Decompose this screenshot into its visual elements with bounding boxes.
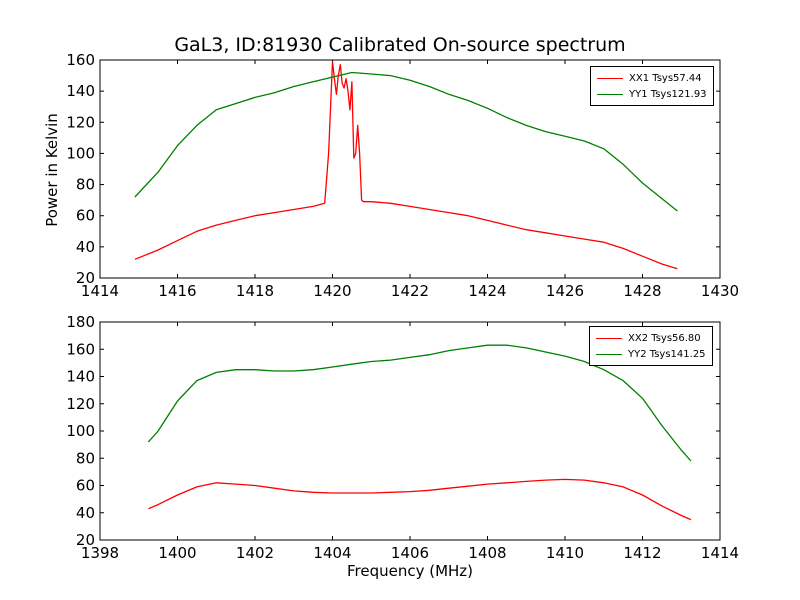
legend-entry-xx2: XX2 Tsys56.80 xyxy=(596,330,706,346)
legend-entry-yy2: YY2 Tsys141.25 xyxy=(596,346,706,362)
bottom-axes: 1398 1400 1402 1404 1406 1408 1410 1412 1414 20 40… xyxy=(66,313,739,562)
x-tick-label: 1414 xyxy=(81,282,119,300)
x-tick-label: 1414 xyxy=(701,544,739,562)
y-axis-label: Power in Kelvin xyxy=(43,113,61,227)
y-tick-label: 60 xyxy=(76,477,95,495)
legend-swatch-red xyxy=(597,77,623,79)
x-tick-label: 1420 xyxy=(313,282,351,300)
y-tick-label: 20 xyxy=(76,531,95,549)
y-tick-label: 120 xyxy=(66,113,95,131)
y-tick-label: 80 xyxy=(76,449,95,467)
legend-label: XX2 Tsys56.80 xyxy=(628,332,701,344)
x-tick-label: 1430 xyxy=(701,282,739,300)
y-tick-label: 60 xyxy=(76,207,95,225)
y-tick-label: 100 xyxy=(66,422,95,440)
x-tick-label: 1406 xyxy=(391,544,429,562)
legend-label: YY2 Tsys141.25 xyxy=(628,348,706,360)
y-tick-label: 140 xyxy=(66,368,95,386)
x-tick-label: 1400 xyxy=(158,544,196,562)
y-tick-label: 20 xyxy=(76,269,95,287)
x-tick-label: 1416 xyxy=(158,282,196,300)
legend-label: YY1 Tsys121.93 xyxy=(629,88,707,100)
series-line-yy1 xyxy=(134,71,678,212)
series-line-xx1 xyxy=(134,60,678,270)
x-tick-label: 1418 xyxy=(236,282,274,300)
x-tick-label: 1410 xyxy=(546,544,584,562)
top-axes: 1414 1416 1418 1420 1422 1424 1426 1428 1430 20 40… xyxy=(66,51,739,300)
x-tick-label: 1412 xyxy=(623,544,661,562)
legend-swatch-green xyxy=(597,93,623,95)
x-tick-label: 1408 xyxy=(468,544,506,562)
x-tick-label: 1424 xyxy=(468,282,506,300)
series-line-xx2 xyxy=(148,478,692,521)
y-tick-label: 100 xyxy=(66,144,95,162)
legend-bottom: XX2 Tsys56.80 YY2 Tsys141.25 xyxy=(589,326,713,366)
legend-label: XX1 Tsys57.44 xyxy=(629,72,702,84)
chart-title: GaL3, ID:81930 Calibrated On-source spec… xyxy=(174,34,626,56)
y-tick-label: 160 xyxy=(66,51,95,69)
y-tick-label: 160 xyxy=(66,340,95,358)
y-tick-label: 40 xyxy=(76,238,95,256)
x-tick-label: 1404 xyxy=(313,544,351,562)
x-tick-label: 1426 xyxy=(546,282,584,300)
x-tick-label: 1398 xyxy=(81,544,119,562)
y-tick-label: 80 xyxy=(76,176,95,194)
y-tick-label: 120 xyxy=(66,395,95,413)
legend-entry-yy1: YY1 Tsys121.93 xyxy=(597,86,707,102)
series-line-yy2 xyxy=(147,344,692,462)
legend-top: XX1 Tsys57.44 YY1 Tsys121.93 xyxy=(590,66,714,106)
x-tick-label: 1428 xyxy=(623,282,661,300)
x-tick-label: 1422 xyxy=(391,282,429,300)
x-tick-label: 1402 xyxy=(236,544,274,562)
x-axis-label: Frequency (MHz) xyxy=(346,562,474,580)
y-tick-label: 180 xyxy=(66,313,95,331)
y-tick-label: 140 xyxy=(66,82,95,100)
legend-entry-xx1: XX1 Tsys57.44 xyxy=(597,70,707,86)
legend-swatch-green xyxy=(596,353,622,355)
legend-swatch-red xyxy=(596,337,622,339)
y-tick-label: 40 xyxy=(76,504,95,522)
